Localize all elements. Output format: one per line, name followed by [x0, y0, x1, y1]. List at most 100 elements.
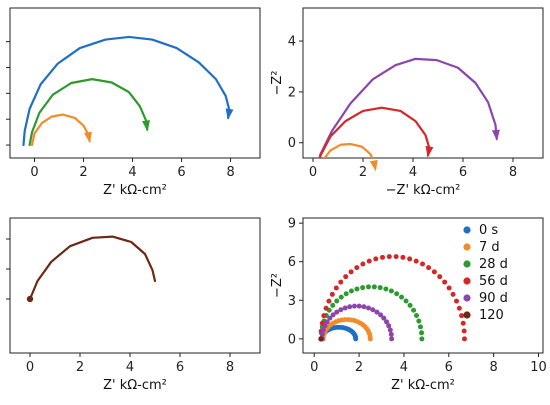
- panel-bottom-right: 0 2 4 6 8 10 0 3 6 9 Z' kΩ-cm² −Z² 0 s 7 d 28 d 56 d 90 …: [270, 217, 547, 393]
- plot-area: [22, 35, 231, 147]
- data-point: [383, 286, 389, 292]
- legend-label: 120: [479, 308, 504, 323]
- data-point: [446, 285, 452, 291]
- data-point: [338, 307, 344, 313]
- data-point: [381, 315, 387, 321]
- x-axis-label: Z' kΩ-cm²: [103, 378, 167, 393]
- y-tick-label: 6: [288, 255, 296, 270]
- legend-item: 56 d: [463, 274, 508, 289]
- legend-item: 90 d: [463, 291, 508, 306]
- data-point: [348, 269, 354, 275]
- x-tick-label: 2: [76, 360, 84, 375]
- legend-marker: [463, 311, 471, 319]
- legend-item: 7 d: [463, 240, 500, 255]
- data-point: [403, 298, 409, 304]
- x-tick-label: 0: [30, 165, 38, 180]
- legend-item: 0 s: [463, 223, 498, 238]
- x-tick-label: 0: [309, 165, 317, 180]
- y-tick-label: 3: [288, 294, 296, 309]
- start-marker: [26, 295, 34, 303]
- data-point: [394, 291, 400, 297]
- y-tick-label: 0: [288, 136, 296, 151]
- data-point: [389, 336, 395, 342]
- legend-item: 28 d: [463, 257, 508, 272]
- data-point: [431, 269, 437, 275]
- plot-area: [28, 235, 157, 301]
- data-point: [461, 328, 467, 334]
- x-tick-label: 8: [490, 360, 498, 375]
- data-point: [361, 304, 367, 310]
- data-point: [399, 294, 405, 300]
- x-tick-label: 0: [310, 360, 318, 375]
- panel-top-left: 0 2 4 6 8 Z' kΩ-cm²: [6, 7, 261, 198]
- data-point: [360, 285, 366, 291]
- data-point: [334, 298, 340, 304]
- data-point: [353, 336, 359, 342]
- data-point: [407, 256, 413, 262]
- data-point: [334, 309, 340, 315]
- legend-marker: [463, 260, 471, 268]
- data-point: [323, 305, 329, 311]
- legend-label: 28 d: [479, 257, 508, 272]
- data-point: [351, 303, 357, 309]
- data-point: [360, 261, 366, 267]
- x-tick-label: 10: [530, 360, 547, 375]
- data-point: [356, 303, 362, 309]
- data-point: [386, 323, 392, 329]
- x-tick-label: 8: [226, 165, 234, 180]
- series-line-orange: [30, 113, 91, 147]
- x-tick-label: 4: [409, 165, 417, 180]
- data-point: [354, 286, 360, 292]
- legend-item: 120: [463, 308, 504, 323]
- data-point: [419, 336, 425, 342]
- data-point: [420, 261, 426, 267]
- data-point: [365, 284, 371, 290]
- data-point: [321, 313, 327, 319]
- data-point: [386, 254, 392, 260]
- data-point: [370, 307, 376, 313]
- data-point: [342, 305, 348, 311]
- data-point: [461, 336, 467, 342]
- legend-label: 0 s: [479, 223, 498, 238]
- y-axis-label: −Z²: [270, 273, 285, 298]
- legend-label: 7 d: [479, 240, 500, 255]
- data-point: [338, 279, 344, 285]
- data-point: [347, 304, 353, 310]
- data-point: [400, 254, 406, 260]
- series-line-orange: [323, 142, 374, 158]
- data-point: [324, 319, 330, 325]
- x-tick-label: 2: [355, 360, 363, 375]
- arrowhead-orange: [369, 159, 378, 172]
- x-tick-label: 4: [126, 360, 134, 375]
- x-axis-label: −Z' kΩ-cm²: [386, 183, 461, 198]
- series-line-brown: [28, 235, 157, 301]
- x-tick-label: 2: [79, 165, 87, 180]
- plot-area: [318, 57, 498, 158]
- data-point: [413, 258, 419, 264]
- data-point: [322, 323, 328, 329]
- data-point: [414, 312, 420, 318]
- data-point: [343, 274, 349, 280]
- data-point: [450, 291, 456, 297]
- legend-marker: [463, 277, 471, 285]
- legend-marker: [463, 294, 471, 302]
- data-point: [407, 302, 413, 308]
- panel-bottom-left: 0 2 4 6 8 Z' kΩ-cm²: [6, 217, 261, 393]
- series-brown: [318, 336, 324, 342]
- arrowhead-red: [425, 145, 434, 158]
- data-point: [320, 327, 326, 333]
- data-point: [333, 285, 339, 291]
- data-point: [456, 305, 462, 311]
- data-point: [330, 312, 336, 318]
- x-tick-label: 6: [176, 360, 184, 375]
- data-point: [371, 284, 377, 290]
- data-point: [419, 330, 425, 336]
- data-point: [318, 336, 324, 342]
- data-point: [326, 298, 332, 304]
- data-point: [437, 274, 443, 280]
- y-tick-label: 9: [288, 217, 296, 232]
- data-point: [330, 302, 336, 308]
- x-tick-label: 8: [509, 165, 517, 180]
- data-point: [393, 254, 399, 260]
